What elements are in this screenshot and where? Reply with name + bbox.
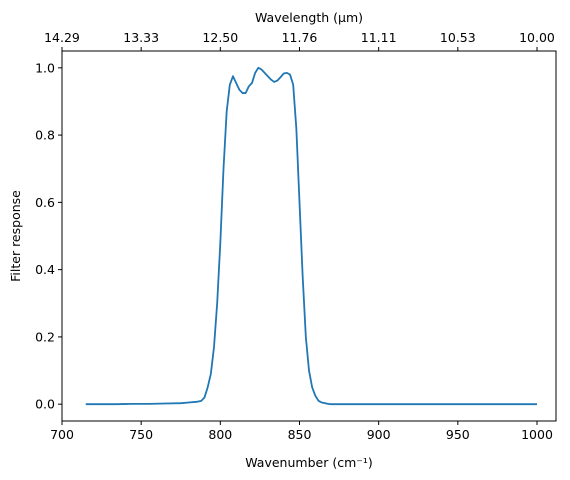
y-axis-label: Filter response — [8, 190, 23, 282]
x-axis-label: Wavenumber (cm⁻¹) — [245, 455, 372, 470]
x-tick-label: 700 — [50, 427, 74, 442]
top-axis-label: Wavelength (μm) — [255, 10, 363, 25]
x-tick-label: 950 — [446, 427, 470, 442]
top-tick-label: 11.76 — [282, 30, 318, 45]
plot-frame — [61, 50, 557, 422]
y-tick-label: 1.0 — [35, 60, 55, 75]
x-tick-label: 900 — [367, 427, 391, 442]
y-tick-label: 0.4 — [35, 262, 55, 277]
y-axis: 0.0 0.2 0.4 0.6 0.8 1.0 — [35, 60, 62, 412]
top-tick-label: 11.11 — [361, 30, 397, 45]
x-tick-label: 1000 — [521, 427, 553, 442]
top-tick-label: 13.33 — [123, 30, 159, 45]
y-tick-label: 0.8 — [35, 128, 55, 143]
x-tick-label: 750 — [129, 427, 153, 442]
plot-area — [61, 50, 557, 422]
top-tick-label: 12.50 — [202, 30, 238, 45]
y-tick-label: 0.6 — [35, 195, 55, 210]
top-tick-label: 10.00 — [519, 30, 555, 45]
y-tick-label: 0.2 — [35, 329, 55, 344]
series-line-0 — [85, 66, 537, 406]
top-x-axis: 14.29 13.33 12.50 11.76 11.11 10.53 10.00 — [44, 30, 555, 51]
top-tick-label: 14.29 — [44, 30, 80, 45]
bottom-x-axis: 700 750 800 850 900 950 1000 — [50, 421, 553, 442]
x-tick-label: 800 — [208, 427, 232, 442]
top-tick-label: 10.53 — [440, 30, 476, 45]
y-tick-label: 0.0 — [35, 397, 55, 412]
x-tick-label: 850 — [288, 427, 312, 442]
